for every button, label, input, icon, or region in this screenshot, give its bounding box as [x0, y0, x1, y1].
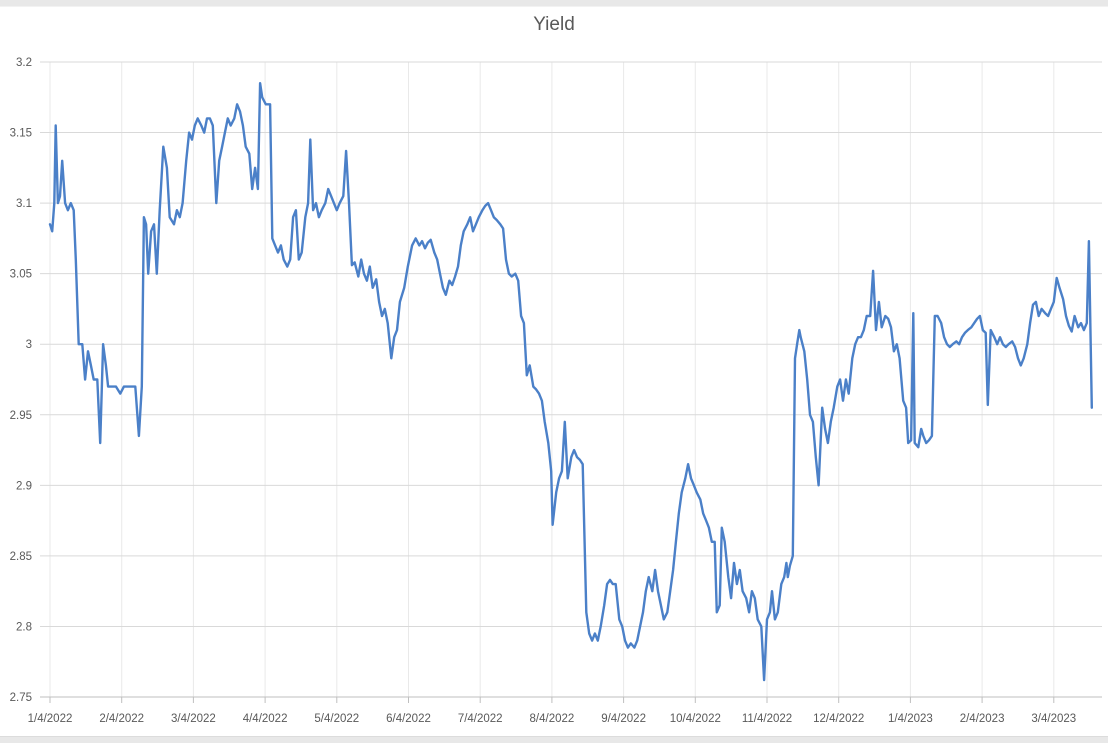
x-axis-label: 12/4/2022 — [813, 713, 864, 725]
y-axis-label: 2.9 — [16, 480, 32, 492]
x-axis-label: 8/4/2022 — [530, 713, 575, 725]
x-axis-label: 3/4/2022 — [171, 713, 216, 725]
x-axis-label: 9/4/2022 — [601, 713, 646, 725]
y-axis-label: 2.85 — [10, 551, 32, 563]
y-axis-label: 2.95 — [10, 410, 32, 422]
x-axis-label: 2/4/2022 — [99, 713, 144, 725]
x-axis-label: 1/4/2023 — [888, 713, 933, 725]
x-axis-label: 6/4/2022 — [386, 713, 431, 725]
y-axis-label: 3.05 — [10, 269, 32, 281]
y-axis-label: 3.15 — [10, 128, 32, 140]
y-axis-label: 3.2 — [16, 57, 32, 69]
window-top-edge — [0, 0, 1108, 7]
x-axis-label: 3/4/2023 — [1031, 713, 1076, 725]
yield-series-line — [48, 81, 1094, 682]
x-axis-label: 10/4/2022 — [670, 713, 721, 725]
x-axis-label: 7/4/2022 — [458, 713, 503, 725]
window-bottom-edge — [0, 736, 1108, 743]
x-axis-label: 4/4/2022 — [243, 713, 288, 725]
x-axis-label: 1/4/2022 — [28, 713, 73, 725]
y-axis-label: 2.75 — [10, 692, 32, 704]
x-axis-label: 2/4/2023 — [960, 713, 1005, 725]
y-axis-label: 3 — [26, 339, 32, 351]
y-axis-label: 2.8 — [16, 621, 32, 633]
x-axis-label: 11/4/2022 — [742, 713, 792, 725]
y-axis-label: 3.1 — [16, 198, 32, 210]
chart-title: Yield — [533, 14, 575, 35]
x-axis-label: 5/4/2022 — [314, 713, 359, 725]
